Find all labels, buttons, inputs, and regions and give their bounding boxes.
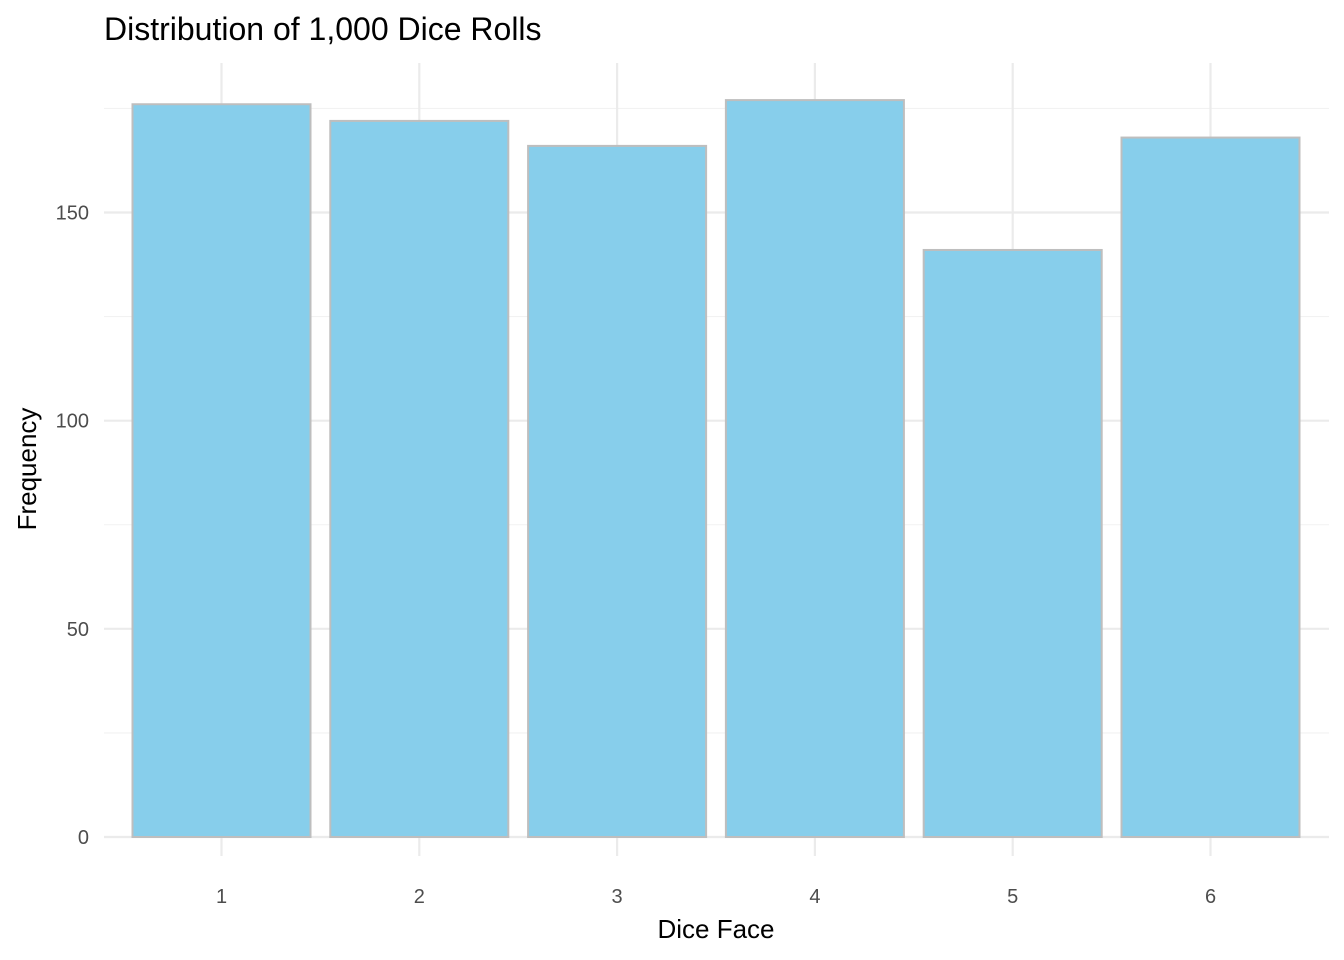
x-axis-title: Dice Face — [657, 914, 774, 944]
bar-face-6 — [1120, 136, 1301, 838]
x-tick-label: 3 — [612, 886, 623, 908]
y-tick-label: 50 — [67, 619, 89, 641]
x-axis-ticks: 1 2 3 4 5 6 — [216, 886, 1216, 908]
x-tick-label: 4 — [809, 886, 820, 908]
bar-face-3 — [527, 144, 708, 839]
chart-title: Distribution of 1,000 Dice Rolls — [104, 11, 542, 47]
y-tick-label: 150 — [56, 203, 89, 225]
x-tick-label: 2 — [414, 886, 425, 908]
bar-face-1 — [131, 103, 312, 838]
bars — [131, 99, 1301, 839]
y-tick-label: 0 — [78, 827, 89, 849]
bar-face-5 — [922, 248, 1103, 839]
x-tick-label: 5 — [1007, 886, 1018, 908]
bar-face-4 — [724, 99, 905, 838]
y-axis-ticks: 0 50 100 150 — [56, 203, 89, 850]
x-tick-label: 6 — [1205, 886, 1216, 908]
bar-face-2 — [329, 119, 510, 838]
y-tick-label: 100 — [56, 411, 89, 433]
y-axis-title: Frequency — [12, 408, 42, 531]
x-tick-label: 1 — [216, 886, 227, 908]
